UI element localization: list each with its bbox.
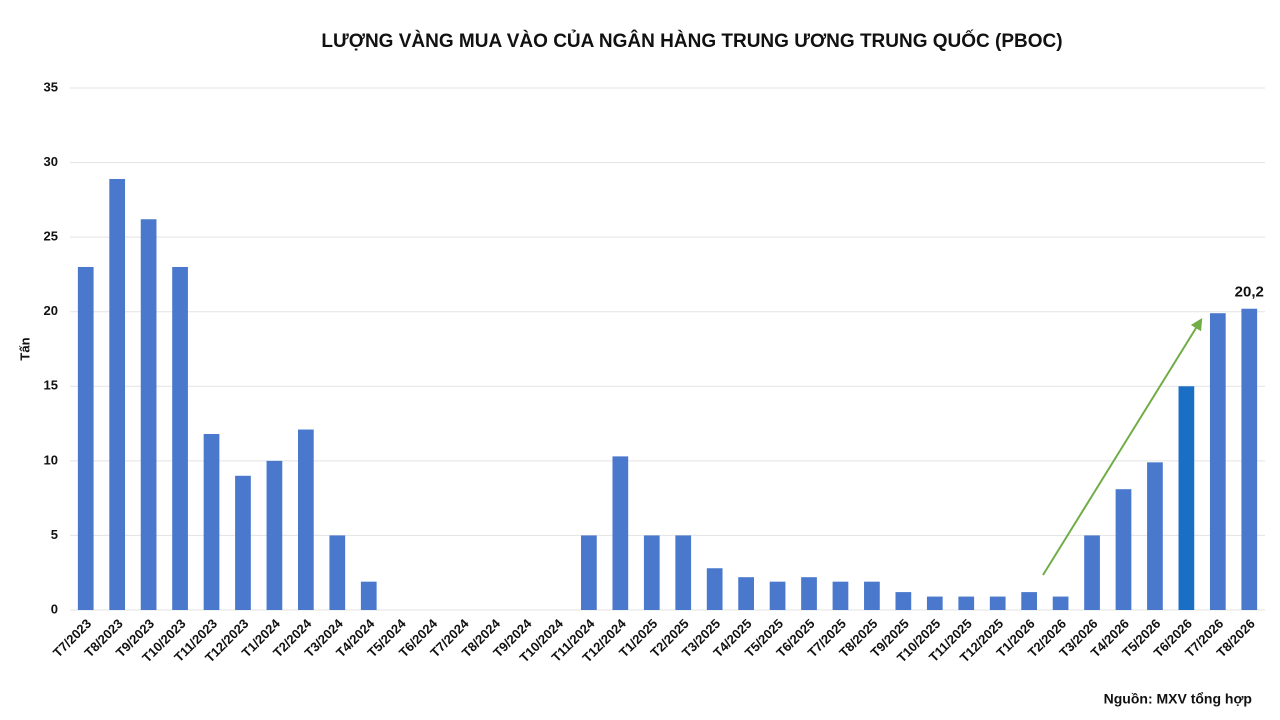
bar — [1209, 313, 1226, 610]
y-tick-label: 10 — [44, 452, 58, 467]
bar — [297, 429, 314, 610]
bar — [203, 434, 220, 610]
y-tick-label: 35 — [44, 79, 58, 94]
bar — [1115, 489, 1132, 610]
bar — [77, 266, 94, 610]
chart-title: LƯỢNG VÀNG MUA VÀO CỦA NGÂN HÀNG TRUNG Ư… — [321, 30, 1062, 52]
bar — [109, 178, 126, 610]
bar — [643, 535, 660, 610]
trend-arrow — [1042, 317, 1203, 576]
bar — [738, 577, 754, 610]
bar — [989, 596, 1006, 610]
bar — [266, 460, 283, 610]
y-tick-label: 25 — [44, 229, 58, 244]
bar — [832, 581, 849, 610]
plot: 05101520253035T7/2023T8/2023T9/2023T10/2… — [44, 79, 1265, 665]
bar — [612, 456, 629, 610]
bar — [958, 596, 975, 610]
bar — [581, 535, 597, 610]
value-label: 20,2 — [1235, 284, 1264, 301]
bar — [706, 568, 723, 610]
bar — [1084, 535, 1100, 610]
y-tick-label: 15 — [44, 378, 58, 393]
bar — [769, 581, 786, 610]
bar — [235, 475, 251, 610]
bar — [895, 592, 912, 610]
bar — [140, 219, 157, 610]
bar — [1241, 308, 1258, 610]
bar — [801, 577, 817, 610]
bar — [1052, 596, 1069, 610]
y-axis-label: Tấn — [17, 337, 32, 360]
bar — [1021, 592, 1038, 610]
y-tick-label: 0 — [51, 601, 58, 616]
bar — [1178, 386, 1195, 610]
bar — [864, 581, 880, 610]
source: Nguồn: MXV tổng hợp — [1104, 691, 1252, 707]
y-tick-label: 30 — [44, 154, 58, 169]
bar — [926, 596, 943, 610]
y-tick-label: 20 — [44, 303, 58, 318]
bar — [1147, 462, 1163, 610]
y-tick-label: 5 — [51, 527, 58, 542]
bar — [172, 266, 188, 610]
bar — [329, 535, 346, 610]
bar — [360, 581, 377, 610]
bar — [675, 535, 692, 610]
